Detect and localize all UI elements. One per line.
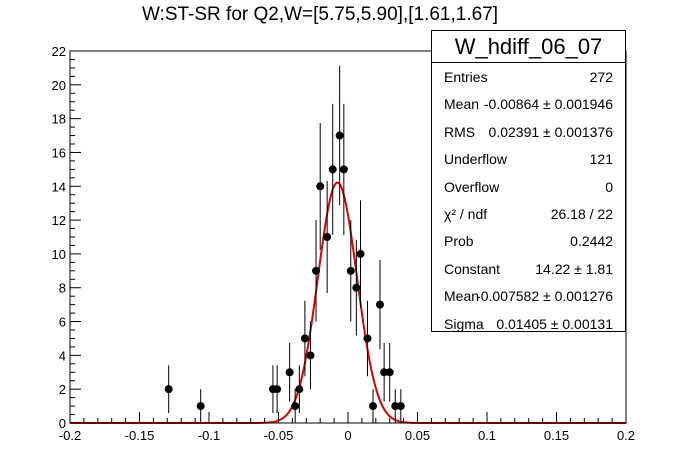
data-point [356,249,365,258]
data-point [323,233,332,241]
stat-value: 121 [589,151,613,168]
stat-label: Mean [444,96,480,113]
stat-value: 272 [589,69,613,85]
stat-row-prob: Prob 0.2442 [432,227,625,254]
stat-row-rms: RMS 0.02391 ± 0.001376 [432,118,625,145]
stat-label: Constant [444,260,501,277]
y-tick-label: 22 [52,44,66,59]
stat-row-mean: Mean -0.00864 ± 0.001946 [432,90,625,117]
stat-label: RMS [444,123,476,140]
data-point [380,368,389,377]
x-tick-label: -0.05 [264,428,294,443]
y-tick-label: 20 [52,78,66,93]
stat-row-constant: Constant 14.22 ± 1.81 [432,255,625,282]
data-point [295,385,304,394]
stat-value: -0.00864 ± 0.001946 [483,96,613,113]
stat-value: -0.007582 ± 0.001276 [476,288,613,305]
stat-label: Entries [444,69,488,85]
stat-value: 0.2442 [570,233,613,250]
data-point [196,402,205,411]
data-point [312,266,321,275]
y-tick-label: 10 [52,247,66,262]
data-point [369,402,378,411]
y-tick-label: 8 [59,281,66,296]
data-point [285,368,294,377]
data-point [306,351,315,360]
plot-title: W:ST-SR for Q2,W=[5.75,5.90],[1.61,1.67] [141,4,499,25]
data-point [339,165,348,174]
x-tick-label: 0 [344,428,351,443]
data-point [375,300,384,309]
x-tick-label: 0.15 [544,428,569,443]
data-point [328,165,337,174]
stat-row-sigma: Sigma 0.01405 ± 0.00131 [432,310,625,337]
y-tick-label: 18 [52,112,66,127]
stat-label: Mean [444,288,480,305]
stat-value: 26.18 / 22 [550,205,613,222]
y-tick-label: 4 [59,348,66,363]
stat-row-overflow: Overflow 0 [432,173,625,200]
y-tick-label: 0 [59,416,66,431]
stat-label: χ² / ndf [444,205,488,222]
data-point [352,283,361,292]
data-point [291,402,300,411]
y-tick-label: 2 [59,382,66,397]
stat-value: 14.22 ± 1.81 [535,260,613,277]
data-point [396,402,405,411]
y-tick-label: 16 [52,145,66,160]
stat-label: Prob [444,233,474,250]
stat-label: Sigma [444,315,484,332]
stat-value: 0.02391 ± 0.001376 [488,123,613,140]
data-point [164,385,173,394]
stats-box-title: W_hdiff_06_07 [432,31,625,63]
y-tick-label: 6 [59,315,66,330]
data-point [300,334,309,343]
x-tick-label: -0.2 [59,428,81,443]
x-tick-label: 0.2 [617,428,635,443]
axes-layer: -0.2 -0.15 -0.1 -0.05 0 0.05 0.1 0.15 0.2 0 2 4 6 8 10… [52,44,636,443]
y-tick-label: 14 [52,179,66,194]
data-points-layer [164,65,405,423]
data-point [385,368,394,377]
stat-row-underflow: Underflow 121 [432,145,625,172]
stat-label: Underflow [444,151,508,168]
stat-label: Overflow [444,178,500,195]
stat-row-entries: Entries 272 [432,63,625,90]
stats-box: W_hdiff_06_07 Entries 272 Mean -0.00864 … [431,30,626,332]
x-tick-label: -0.1 [198,428,220,443]
data-point [335,131,344,140]
data-point [316,182,325,191]
data-point [363,334,372,343]
stat-value: 0 [605,178,613,195]
y-tick-label: 12 [52,213,66,228]
x-tick-label: 0.1 [478,428,496,443]
stat-value: 0.01405 ± 0.00131 [496,315,613,332]
data-point [273,385,282,394]
x-tick-label: -0.15 [125,428,155,443]
stat-row-chi2-ndf: χ² / ndf 26.18 / 22 [432,200,625,227]
stat-row-fit-mean: Mean -0.007582 ± 0.001276 [432,282,625,309]
x-tick-label: 0.05 [405,428,430,443]
data-point [391,402,400,411]
data-point [346,266,355,275]
